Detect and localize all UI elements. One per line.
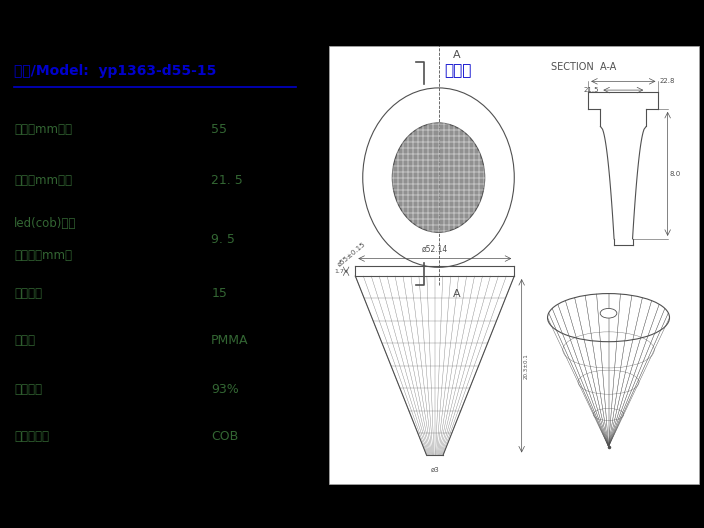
Text: 22.8: 22.8 (660, 78, 675, 84)
Text: 适配光源：: 适配光源： (14, 430, 49, 444)
Text: 9. 5: 9. 5 (211, 233, 235, 246)
Text: 直径（mm）：: 直径（mm）： (14, 123, 72, 136)
Text: 透光率：: 透光率： (14, 383, 42, 396)
Text: ø55±0.15: ø55±0.15 (336, 241, 367, 268)
Text: 55: 55 (211, 123, 227, 136)
Text: ø3: ø3 (430, 466, 439, 473)
Text: 21. 5: 21. 5 (211, 174, 243, 187)
Text: 高度（mm）：: 高度（mm）： (14, 174, 72, 187)
Text: led(cob)发光: led(cob)发光 (14, 217, 77, 230)
Circle shape (392, 123, 484, 232)
Text: SECTION  A-A: SECTION A-A (551, 62, 617, 72)
Text: A: A (453, 289, 461, 298)
Ellipse shape (601, 308, 617, 318)
Text: ø52.14: ø52.14 (422, 244, 448, 253)
Text: A: A (453, 50, 461, 60)
Text: 15: 15 (211, 287, 227, 300)
Text: 93%: 93% (211, 383, 239, 396)
Text: PMMA: PMMA (211, 334, 249, 347)
Text: 产品图: 产品图 (444, 63, 471, 79)
Text: 面大小（mm）: 面大小（mm） (14, 249, 72, 261)
Text: 发光角度: 发光角度 (14, 287, 42, 300)
Bar (329, 46, 699, 484)
Text: 1.7: 1.7 (334, 269, 344, 274)
Text: 21.5: 21.5 (584, 87, 599, 93)
Text: 8.0: 8.0 (670, 171, 681, 177)
Text: 型号/Model:  yp1363-d55-15: 型号/Model: yp1363-d55-15 (14, 64, 216, 78)
Text: 20.3±0.1: 20.3±0.1 (524, 353, 529, 379)
Text: COB: COB (211, 430, 239, 444)
Text: 材料：: 材料： (14, 334, 35, 347)
